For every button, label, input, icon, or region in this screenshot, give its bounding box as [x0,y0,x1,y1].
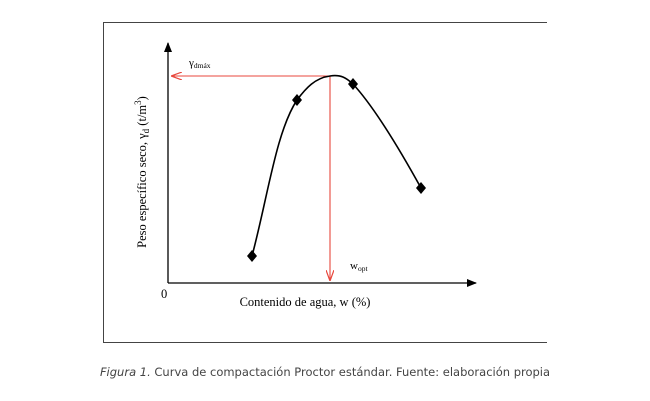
caption-figure-label: Figura 1. [99,365,151,379]
data-markers [247,78,426,262]
caption-text: Curva de compactación Proctor estándar. … [150,365,551,379]
ymax-annotation: γdmáx [188,57,211,70]
x-axis-label: Contenido de agua, w (%) [240,295,371,309]
data-point-marker [348,78,358,90]
data-point-marker [247,250,257,262]
figure-caption: Figura 1. Curva de compactación Proctor … [0,365,650,379]
origin-label: 0 [161,287,167,301]
data-point-marker [292,94,302,106]
figure-frame [103,22,547,343]
compaction-curve [251,74,422,257]
data-point-marker [416,182,426,194]
y-axis-label: Peso específico seco, γd (t/m3) [133,96,151,248]
wopt-annotation: wopt [350,260,368,273]
